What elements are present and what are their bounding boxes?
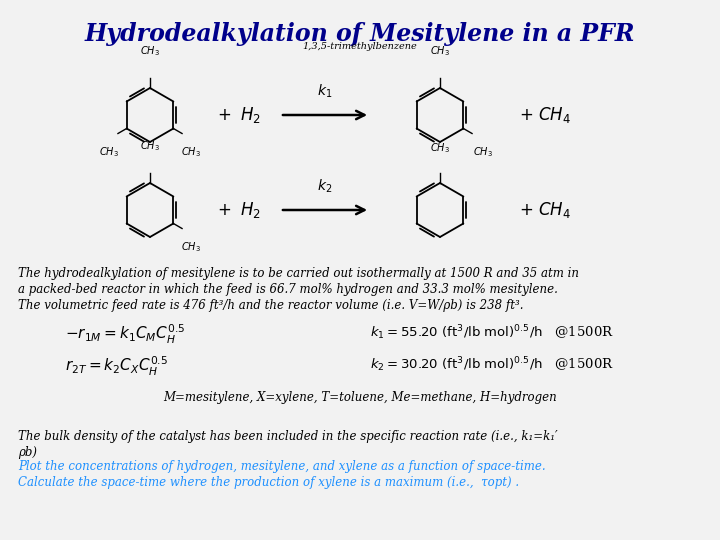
Text: $CH_3$: $CH_3$ (181, 145, 201, 159)
Text: ρb): ρb) (18, 446, 37, 459)
Text: $CH_3$: $CH_3$ (181, 240, 201, 254)
Text: M=mesitylene, X=xylene, T=toluene, Me=methane, H=hydrogen: M=mesitylene, X=xylene, T=toluene, Me=me… (163, 391, 557, 404)
Text: The bulk density of the catalyst has been included in the specific reaction rate: The bulk density of the catalyst has bee… (18, 430, 557, 443)
Text: 1,3,5-trimethylbenzene: 1,3,5-trimethylbenzene (302, 42, 418, 51)
Text: $CH_3$: $CH_3$ (140, 139, 160, 153)
Text: $\ +\ H_2$: $\ +\ H_2$ (209, 105, 261, 125)
Text: a packed-bed reactor in which the feed is 66.7 mol% hydrogen and 33.3 mol% mesit: a packed-bed reactor in which the feed i… (18, 283, 558, 296)
Text: Plot the concentrations of hydrogen, mesitylene, and xylene as a function of spa: Plot the concentrations of hydrogen, mes… (18, 460, 546, 473)
Text: $-r_{1M} = k_1 C_M C_H^{0.5}$: $-r_{1M} = k_1 C_M C_H^{0.5}$ (65, 323, 185, 346)
Text: Hydrodealkylation of Mesitylene in a PFR: Hydrodealkylation of Mesitylene in a PFR (85, 22, 635, 46)
Text: $r_{2T} = k_2 C_X C_H^{0.5}$: $r_{2T} = k_2 C_X C_H^{0.5}$ (65, 355, 168, 378)
Text: $CH_3$: $CH_3$ (473, 145, 493, 159)
Text: $CH_3$: $CH_3$ (140, 44, 160, 58)
Text: $k_1 = 55.20\ (\mathrm{ft}^3/\mathrm{lb\ mol})^{0.5}/\mathrm{h}$   @1500R: $k_1 = 55.20\ (\mathrm{ft}^3/\mathrm{lb\… (370, 323, 614, 342)
Text: The hydrodealkylation of mesitylene is to be carried out isothermally at 1500 R : The hydrodealkylation of mesitylene is t… (18, 267, 579, 280)
Text: $CH_3$: $CH_3$ (430, 44, 450, 58)
Text: $k_2 = 30.20\ (\mathrm{ft}^3/\mathrm{lb\ mol})^{0.5}/\mathrm{h}$   @1500R: $k_2 = 30.20\ (\mathrm{ft}^3/\mathrm{lb\… (370, 355, 614, 374)
Text: $k_2$: $k_2$ (318, 178, 333, 195)
Text: $+\ CH_4$: $+\ CH_4$ (519, 200, 571, 220)
Text: $+\ CH_4$: $+\ CH_4$ (519, 105, 571, 125)
Text: The volumetric feed rate is 476 ft³/h and the reactor volume (i.e. V=W/ρb) is 23: The volumetric feed rate is 476 ft³/h an… (18, 299, 523, 312)
Text: $\ +\ H_2$: $\ +\ H_2$ (209, 200, 261, 220)
Text: $k_1$: $k_1$ (318, 83, 333, 100)
Text: $CH_3$: $CH_3$ (99, 145, 119, 159)
Text: Calculate the space-time where the production of xylene is a maximum (i.e.,  τop: Calculate the space-time where the produ… (18, 476, 519, 489)
Text: $CH_3$: $CH_3$ (430, 141, 450, 155)
